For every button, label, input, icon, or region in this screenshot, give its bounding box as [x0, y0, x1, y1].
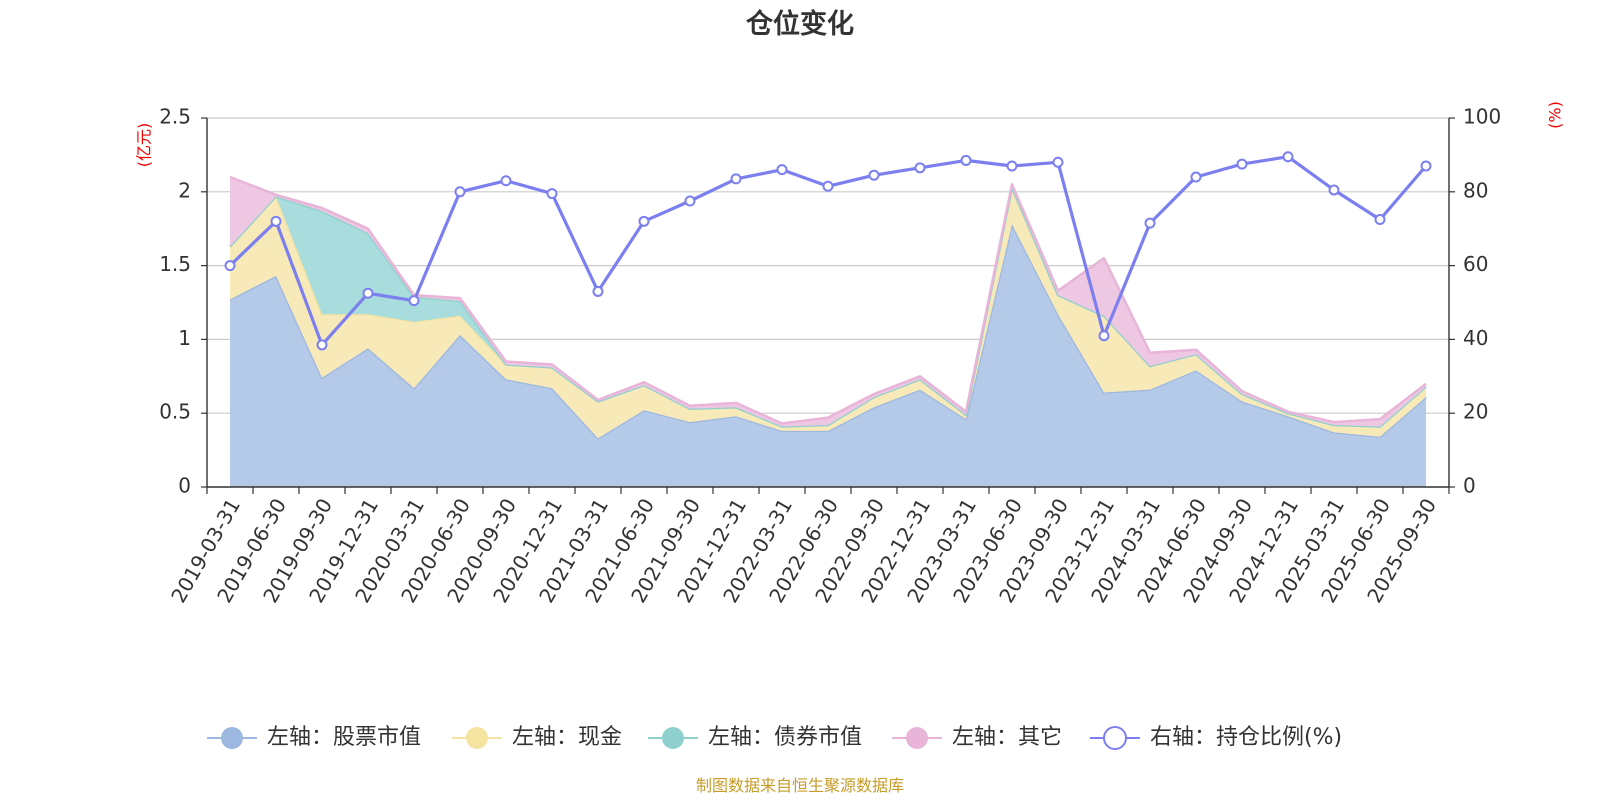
left-axis-tick-label: 1.5	[159, 252, 191, 276]
ratio-point	[1144, 217, 1156, 229]
ratio-point	[546, 188, 558, 200]
stacked-areas	[229, 175, 1427, 488]
ratio-point	[868, 169, 880, 181]
legend-marker-2	[466, 727, 488, 749]
ratio-point	[500, 175, 512, 187]
left-axis-tick-label: 2	[178, 178, 191, 202]
ratio-point	[454, 186, 466, 198]
area-series-2	[230, 187, 1426, 439]
legend-label-4: 左轴：其它	[952, 725, 1062, 750]
legend-label-2: 左轴：现金	[512, 725, 622, 750]
right-axis-tick-label: 20	[1463, 400, 1488, 424]
left-axis-unit: (亿元)	[135, 123, 154, 168]
legend-marker-3	[662, 727, 684, 749]
legend-label-5: 右轴：持仓比例(%)	[1150, 725, 1342, 750]
ratio-point	[914, 162, 926, 174]
source-note: 制图数据来自恒生聚源数据库	[696, 776, 904, 795]
legend-label-1: 左轴：股票市值	[267, 725, 421, 750]
ratio-point	[362, 287, 374, 299]
ratio-point	[592, 285, 604, 297]
ratio-point	[408, 295, 420, 307]
right-axis-tick-label: 100	[1463, 105, 1501, 129]
legend-marker-4	[906, 727, 928, 749]
legend-label-3: 左轴：债券市值	[708, 725, 862, 750]
ratio-point	[270, 215, 282, 227]
legend-marker-5	[1103, 726, 1127, 750]
ratio-point	[1190, 171, 1202, 183]
chart-title: 仓位变化	[745, 8, 854, 40]
ratio-point	[224, 260, 236, 272]
left-axis-tick-label: 0	[178, 474, 191, 498]
legend-marker-1	[221, 727, 243, 749]
right-axis-tick-label: 40	[1463, 326, 1488, 350]
ratio-point	[684, 195, 696, 207]
right-axis-tick-label: 80	[1463, 178, 1488, 202]
ratio-point	[730, 173, 742, 185]
ratio-point	[1052, 156, 1064, 168]
right-axis-tick-label: 0	[1463, 474, 1476, 498]
ratio-point	[1098, 330, 1110, 342]
right-axis-tick-label: 60	[1463, 252, 1488, 276]
left-axis-tick-label: 0.5	[159, 400, 191, 424]
ratio-point	[1374, 213, 1386, 225]
area-series-1	[230, 224, 1426, 488]
ratio-point	[1420, 160, 1432, 172]
ratio-point	[638, 215, 650, 227]
right-axis-unit: (%)	[1546, 101, 1565, 129]
ratio-point	[1282, 151, 1294, 163]
ratio-point	[822, 180, 834, 192]
ratio-point	[1236, 158, 1248, 170]
left-axis-tick-label: 2.5	[159, 105, 191, 129]
area-series-4-edge	[229, 175, 1427, 425]
ratio-line	[224, 151, 1432, 351]
ratio-point	[776, 164, 788, 176]
legend: 左轴：股票市值 左轴：现金 左轴：债券市值 左轴：其它 右轴：持仓比例(%)	[207, 725, 1342, 750]
ratio-point	[1006, 160, 1018, 172]
ratio-point	[316, 339, 328, 351]
ratio-point	[1328, 184, 1340, 196]
left-axis-tick-label: 1	[178, 326, 191, 350]
ratio-point	[960, 154, 972, 166]
